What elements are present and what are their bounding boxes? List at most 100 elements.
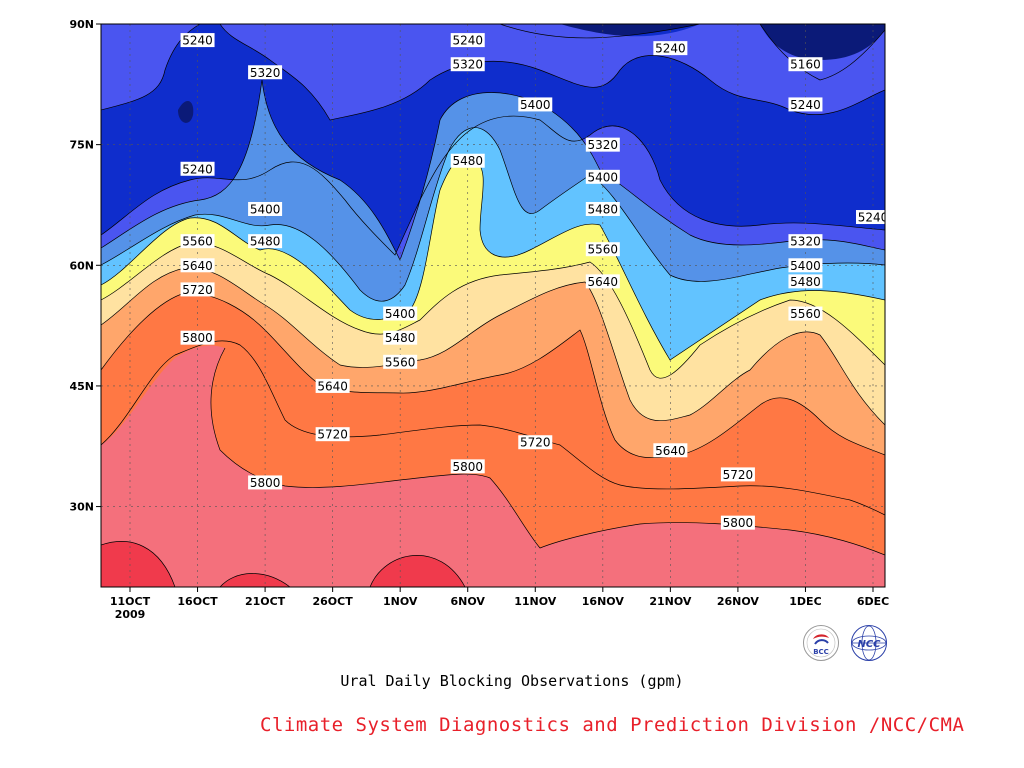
- x-tick-label: 26OCT: [313, 595, 354, 608]
- svg-text:5720: 5720: [520, 436, 551, 450]
- svg-text:5400: 5400: [520, 98, 551, 112]
- svg-text:5400: 5400: [250, 202, 281, 216]
- contour-label: 5480: [788, 274, 823, 289]
- svg-text:5800: 5800: [452, 460, 483, 474]
- contour-label: 5640: [315, 378, 350, 393]
- ncc-logo-text: NCC: [857, 639, 881, 650]
- svg-text:5560: 5560: [790, 307, 821, 321]
- contour-label: 5240: [856, 210, 889, 225]
- svg-text:5640: 5640: [588, 275, 619, 289]
- svg-text:5720: 5720: [317, 428, 348, 442]
- svg-text:5560: 5560: [182, 235, 213, 249]
- bcc-logo-text: BCC: [813, 648, 829, 656]
- credit-line: Climate System Diagnostics and Predictio…: [260, 714, 965, 736]
- svg-text:5320: 5320: [790, 235, 821, 249]
- grid-lines: [101, 24, 885, 587]
- x-tick-label: 26NOV: [717, 595, 760, 608]
- contour-label: 5160: [788, 57, 823, 72]
- svg-text:5480: 5480: [790, 275, 821, 289]
- x-tick-sublabel: 2009: [115, 608, 146, 621]
- contour-label: 5320: [248, 65, 283, 80]
- contour-label: 5480: [248, 234, 283, 249]
- contour-label: 5480: [585, 201, 620, 216]
- x-axis: 11OCT 16OCT 21OCT 26OCT 1NOV 6NOV 11NOV 16NOV 21…: [110, 587, 889, 621]
- contour-label: 5400: [248, 201, 283, 216]
- y-tick-label: 45N: [69, 380, 94, 393]
- svg-text:5320: 5320: [452, 58, 483, 72]
- x-tick-label: 6NOV: [451, 595, 486, 608]
- y-axis: 90N 75N 60N 45N 30N: [69, 18, 101, 514]
- fill-5880: [101, 345, 885, 587]
- contour-label: 5560: [180, 234, 215, 249]
- contour-label: 5720: [180, 282, 215, 297]
- y-tick-label: 30N: [69, 501, 94, 514]
- svg-text:5240: 5240: [655, 42, 686, 56]
- contour-label: 5720: [518, 435, 553, 450]
- svg-text:5240: 5240: [790, 98, 821, 112]
- svg-text:5240: 5240: [452, 34, 483, 48]
- x-tick-label: 21OCT: [245, 595, 286, 608]
- contour-label: 5480: [450, 153, 485, 168]
- svg-text:5720: 5720: [723, 468, 754, 482]
- contour-label: 5560: [788, 306, 823, 321]
- x-tick-label: 16OCT: [177, 595, 218, 608]
- contour-label: 5480: [383, 330, 418, 345]
- svg-text:5240: 5240: [858, 211, 889, 225]
- contour-label: 5640: [653, 443, 688, 458]
- x-tick-label: 6DEC: [857, 595, 889, 608]
- bcc-logo: BCC: [803, 625, 839, 661]
- svg-text:5240: 5240: [182, 162, 213, 176]
- contour-lines: [101, 24, 885, 587]
- svg-text:5400: 5400: [385, 307, 416, 321]
- svg-text:5400: 5400: [790, 259, 821, 273]
- x-tick-label: 21NOV: [649, 595, 692, 608]
- y-tick-label: 90N: [69, 18, 94, 31]
- contour-label: 5240: [450, 33, 485, 48]
- contour-fills: 5240 5320 5240 5320 5240 5160 5400 5240 5320 5240…: [101, 24, 889, 587]
- contour-chart: 5240 5320 5240 5320 5240 5160 5400 5240 5320 5240…: [69, 18, 889, 621]
- contour-label: 5800: [180, 330, 215, 345]
- chart-title: Ural Daily Blocking Observations (gpm): [340, 672, 684, 690]
- svg-text:5640: 5640: [655, 444, 686, 458]
- fill-5240: [101, 24, 200, 110]
- contour-label: 5640: [585, 274, 620, 289]
- svg-text:5800: 5800: [182, 331, 213, 345]
- contour-label: 5320: [450, 57, 485, 72]
- contour-label: 5800: [450, 459, 485, 474]
- contour-label: 5320: [788, 234, 823, 249]
- svg-text:5800: 5800: [250, 476, 281, 490]
- svg-text:5400: 5400: [588, 170, 619, 184]
- ncc-logo: NCC: [851, 625, 887, 661]
- contour-label: 5720: [720, 467, 755, 482]
- contour-label: 5560: [383, 354, 418, 369]
- contour-label: 5800: [720, 515, 755, 530]
- contour-label: 5640: [180, 258, 215, 273]
- contour-label: 5240: [180, 33, 215, 48]
- svg-text:5480: 5480: [385, 331, 416, 345]
- fill-gt5880-b: [220, 573, 290, 587]
- x-tick-label: 11NOV: [514, 595, 557, 608]
- fill-lt5160-b: [760, 24, 885, 80]
- svg-text:5320: 5320: [588, 138, 619, 152]
- contour-label: 5400: [585, 169, 620, 184]
- x-tick-label: 1DEC: [789, 595, 821, 608]
- svg-text:5480: 5480: [250, 235, 281, 249]
- contour-label: 5560: [585, 242, 620, 257]
- svg-text:5240: 5240: [182, 34, 213, 48]
- fill-gt5880-c: [370, 555, 465, 587]
- contour-label: 5400: [788, 258, 823, 273]
- x-tick-label: 11OCT: [110, 595, 151, 608]
- fill-lt5160-c: [178, 100, 194, 123]
- fill-5240-b: [220, 24, 885, 120]
- x-tick-label: 16NOV: [582, 595, 625, 608]
- contour-label: 5240: [653, 41, 688, 56]
- contour-label: 5400: [383, 306, 418, 321]
- contour-label: 5240: [180, 161, 215, 176]
- contour-label: 5240: [788, 97, 823, 112]
- contour-label: 5800: [248, 475, 283, 490]
- fill-gt5880-a: [101, 541, 175, 587]
- y-tick-label: 60N: [69, 259, 94, 272]
- svg-text:5480: 5480: [588, 202, 619, 216]
- contour-labels: 5240 5320 5240 5320 5240 5160 5400 5240 5320 5240…: [180, 33, 889, 530]
- svg-text:5720: 5720: [182, 283, 213, 297]
